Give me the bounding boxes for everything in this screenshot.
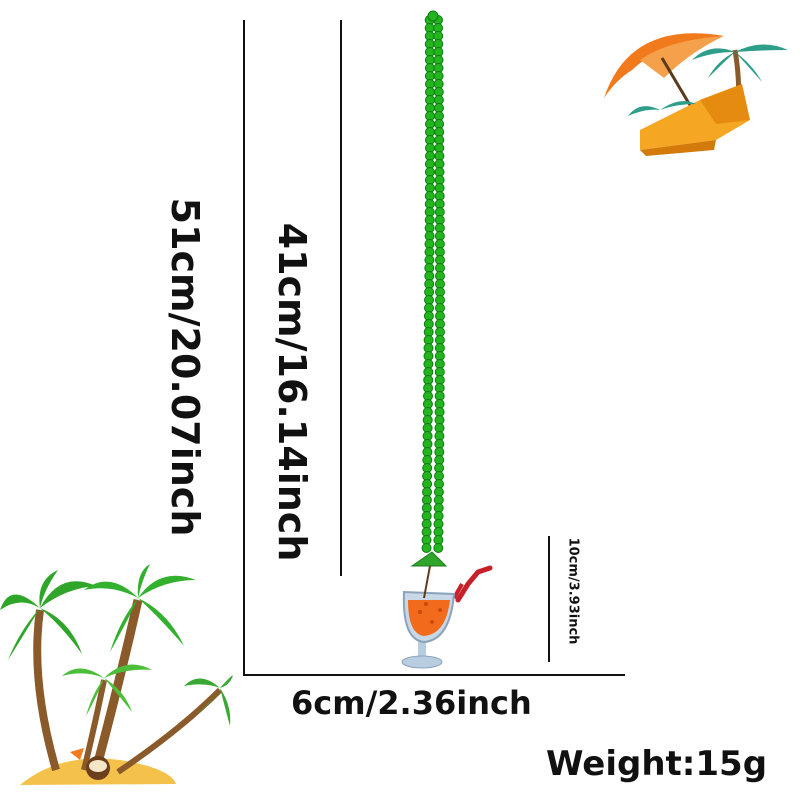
width-baseline bbox=[243, 674, 625, 676]
weight-label: Weight:15g bbox=[546, 744, 768, 784]
pendant-width-label: 6cm/2.36inch bbox=[291, 684, 532, 722]
chain-bead bbox=[421, 543, 432, 553]
chain-bead bbox=[427, 10, 439, 22]
chain-bead bbox=[433, 543, 444, 553]
chain-length-line bbox=[340, 20, 342, 576]
pendant-height-line bbox=[548, 536, 550, 662]
total-length-line bbox=[243, 20, 245, 676]
